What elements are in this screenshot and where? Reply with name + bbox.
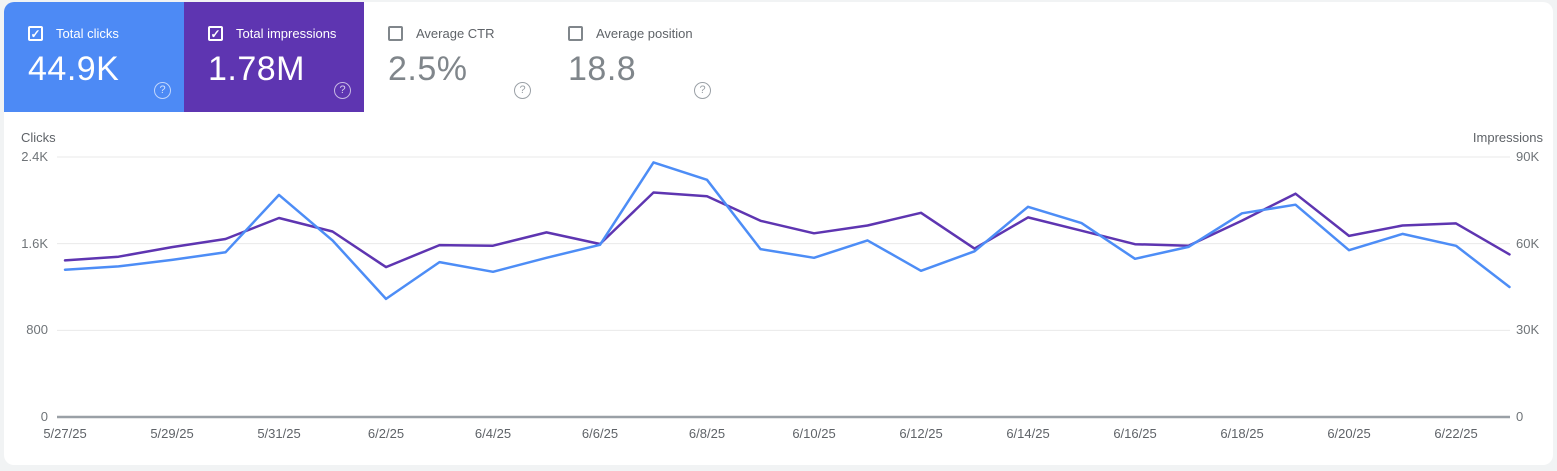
x-axis-label: 5/31/25 (257, 426, 301, 441)
y-axis-label: 60K (1516, 235, 1540, 251)
average-ctr-value: 2.5% (388, 50, 468, 88)
performance-chart[interactable]: Clicks Impressions 2.4K 1.6K 800 0 90K 60K 30… (4, 2, 1553, 465)
checkbox-total-impressions[interactable]: ✓ (208, 26, 223, 41)
metric-cards: ✓ Total clicks 44.9K ? ✓ Total impressio… (4, 2, 724, 112)
x-axis-label: 6/12/25 (899, 426, 943, 441)
checkbox-total-clicks[interactable]: ✓ (28, 26, 43, 41)
y-axis-label: 30K (1516, 322, 1540, 338)
card-header: ✓ Total clicks (28, 26, 184, 41)
help-icon[interactable]: ? (514, 82, 531, 99)
card-label: Total clicks (56, 26, 119, 41)
card-label: Average CTR (416, 26, 495, 41)
checkbox-average-position[interactable]: ✓ (568, 26, 583, 41)
total-clicks-value: 44.9K (28, 50, 120, 88)
impressions-line[interactable] (63, 191, 1511, 269)
x-axis-label: 6/2/25 (367, 426, 405, 441)
help-icon[interactable]: ? (334, 82, 351, 99)
card-label: Average position (596, 26, 693, 41)
x-axis-label: 5/27/25 (43, 426, 87, 441)
checkbox-average-ctr[interactable]: ✓ (388, 26, 403, 41)
card-average-position[interactable]: ✓ Average position 18.8 ? (544, 2, 724, 112)
x-axis-label: 6/16/25 (1113, 426, 1157, 441)
card-header: ✓ Total impressions (208, 26, 364, 41)
y-axis-label: 0 (40, 409, 48, 424)
x-axis-label: 5/29/25 (150, 426, 194, 441)
x-axis-label: 6/18/25 (1220, 426, 1264, 441)
help-icon[interactable]: ? (694, 82, 711, 99)
help-icon[interactable]: ? (154, 82, 171, 99)
card-average-ctr[interactable]: ✓ Average CTR 2.5% ? (364, 2, 544, 112)
x-axis-label: 6/8/25 (688, 426, 726, 441)
clicks-line[interactable] (63, 161, 1511, 301)
average-position-value: 18.8 (568, 50, 637, 88)
y-axis-label: 1.6K (21, 235, 48, 251)
total-impressions-value: 1.78M (208, 50, 305, 88)
card-header: ✓ Average position (568, 26, 724, 41)
y-axis-label: 800 (26, 322, 48, 338)
performance-panel: ✓ Total clicks 44.9K ? ✓ Total impressio… (4, 2, 1553, 465)
card-total-impressions[interactable]: ✓ Total impressions 1.78M ? (184, 2, 364, 112)
x-axis-label: 6/6/25 (581, 426, 619, 441)
card-header: ✓ Average CTR (388, 26, 544, 41)
x-axis-label: 6/14/25 (1006, 426, 1050, 441)
y-axis-label: 90K (1516, 149, 1540, 164)
y-axis-label: 0 (1516, 409, 1524, 424)
right-axis-title: Impressions (1472, 130, 1543, 145)
y-axis-label: 2.4K (21, 149, 48, 164)
card-label: Total impressions (236, 26, 337, 41)
x-axis-label: 6/4/25 (474, 426, 512, 441)
x-axis-label: 6/10/25 (792, 426, 836, 441)
x-axis-label: 6/22/25 (1434, 426, 1478, 441)
card-total-clicks[interactable]: ✓ Total clicks 44.9K ? (4, 2, 184, 112)
x-axis-label: 6/20/25 (1327, 426, 1371, 441)
chart-plot[interactable] (4, 2, 1553, 465)
left-axis-title: Clicks (21, 130, 56, 145)
